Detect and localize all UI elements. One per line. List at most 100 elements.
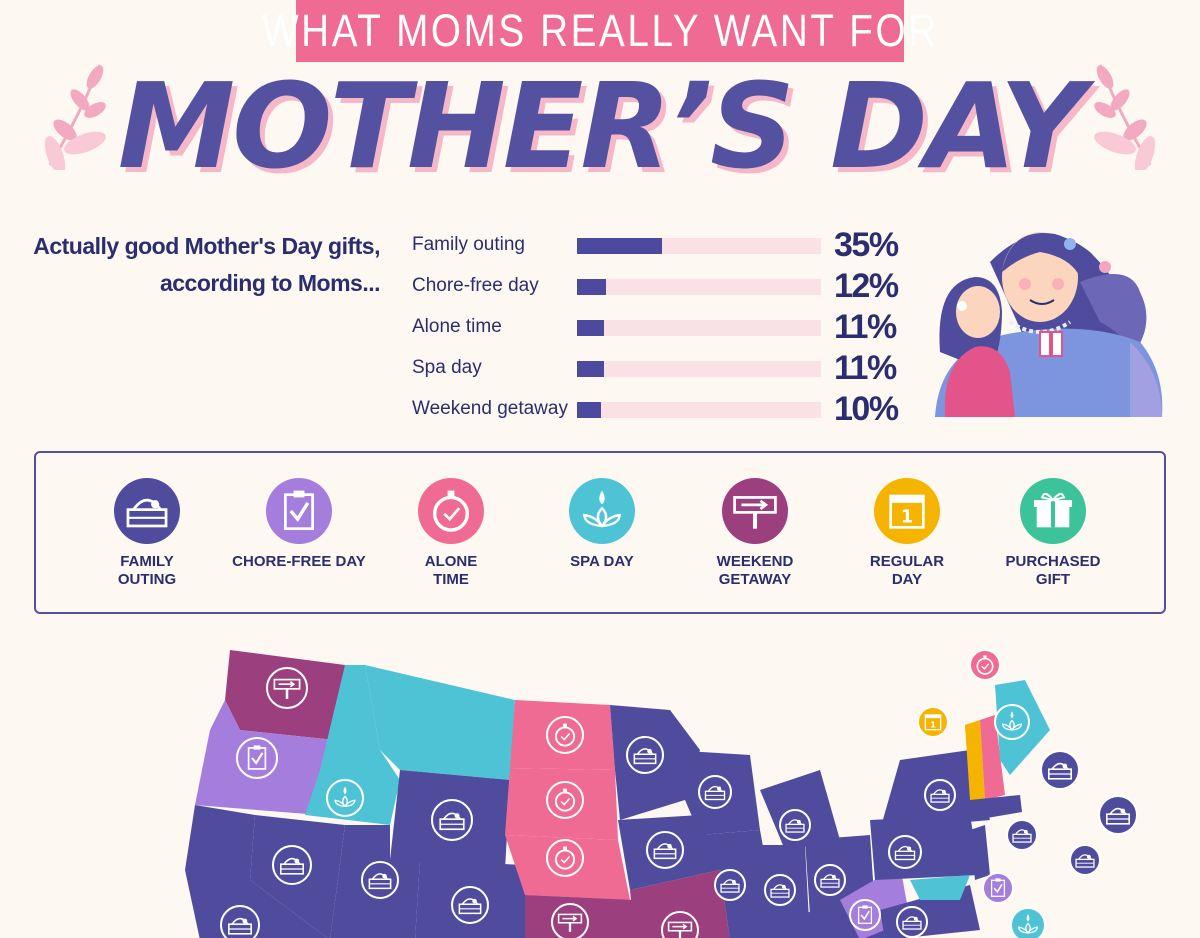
bar-row: Spa day 11% [412,349,912,395]
bar-fill [577,238,663,254]
bar-value-label: 12% [834,267,899,305]
state-new-jersey[interactable] [970,825,990,880]
map-picnic-basket-icon [714,869,746,901]
map-picnic-basket-icon [431,799,473,841]
legend-panel: FAMILY OUTING CHORE-FREE DAY ALONE TIME … [34,451,1166,614]
map-lotus-drop-icon [994,704,1030,740]
bar-track [577,238,821,254]
legend-item: FAMILY OUTING [72,477,222,589]
state-new-hampshire[interactable] [980,715,1005,800]
legend-item: ALONE TIME [376,477,526,589]
legend-label: CHORE-FREE DAY [232,553,366,570]
map-picnic-basket-icon [1006,819,1038,851]
bar-value-label: 35% [834,226,899,264]
bar-value-label: 10% [834,390,899,428]
map-picnic-basket-icon [779,809,811,841]
map-picnic-basket-icon [361,861,399,899]
map-picnic-basket-icon [924,779,956,811]
bar-label: Family outing [412,234,525,255]
legend-item: WEEKEND GETAWAY [680,477,830,589]
bar-fill [577,402,602,418]
map-clipboard-check-icon [982,872,1014,904]
road-sign-icon [722,478,788,544]
map-clipboard-check-icon [849,899,881,931]
map-picnic-basket-icon [220,905,260,938]
lotus-drop-icon [569,478,635,544]
map-picnic-basket-icon [764,874,796,906]
map-picnic-basket-icon [896,906,928,938]
map-picnic-basket-icon [626,736,664,774]
picnic-basket-icon [114,478,180,544]
bar-fill [577,279,607,295]
map-stopwatch-icon [969,649,1001,681]
state-montana[interactable] [365,665,515,780]
bar-fill [577,320,604,336]
map-picnic-basket-icon [1040,750,1080,790]
map-picnic-basket-icon [698,775,732,809]
map-picnic-basket-icon [814,864,846,896]
left-leaf-sprig-icon [44,64,106,170]
map-lotus-drop-icon [1010,907,1046,938]
stopwatch-icon [418,478,484,544]
state-vermont[interactable] [965,720,985,800]
map-picnic-basket-icon [1098,795,1138,835]
bar-label: Chore-free day [412,275,539,296]
svg-text:1: 1 [930,719,936,729]
bar-track [577,402,821,418]
bar-label: Alone time [412,316,502,337]
state-missouri[interactable] [630,870,730,938]
legend-label: FAMILY OUTING [117,553,177,588]
state-idaho[interactable] [305,665,400,825]
map-road-sign-icon [266,667,308,709]
subtitle-line-1: Actually good Mother's Day gifts, [33,233,380,259]
clipboard-check-icon [266,478,332,544]
state-massachusetts[interactable] [970,795,1022,820]
legend-label: WEEKEND GETAWAY [716,553,794,588]
state-maryland[interactable] [910,875,970,900]
state-california[interactable] [185,805,330,938]
map-clipboard-check-icon [236,737,278,779]
map-stopwatch-icon [546,839,584,877]
svg-text:1: 1 [901,508,913,528]
legend-label: REGULAR DAY [869,553,945,588]
bar-track [577,361,821,377]
map-road-sign-icon [551,903,589,938]
page-title-text: MOTHER’S DAY [117,57,1086,195]
legend-item: 1 REGULAR DAY [832,477,982,589]
map-lotus-drop-icon [326,779,364,817]
header-banner: WHAT MOMS REALLY WANT FOR [262,0,936,62]
bar-track [577,279,821,295]
map-stopwatch-icon [546,716,584,754]
bar-row: Alone time 11% [412,308,912,354]
gift-box-icon [1020,478,1086,544]
bar-label: Weekend getaway [412,398,568,419]
legend-label: ALONE TIME [424,553,478,588]
banner-text: WHAT MOMS REALLY WANT FOR [261,5,939,56]
bar-row: Chore-free day 12% [412,267,912,313]
bar-fill [577,361,604,377]
mother-daughter-illustration [935,232,1163,417]
bar-track [577,320,821,336]
legend-label: PURCHASED GIFT [1005,553,1101,588]
map-picnic-basket-icon [646,831,684,869]
bar-row: Family outing 35% [412,226,912,272]
bar-value-label: 11% [834,349,897,387]
chart-subtitle: Actually good Mother's Day gifts, accord… [20,228,380,302]
page-title: MOTHER’S DAY [0,64,1200,189]
map-picnic-basket-icon [272,845,312,885]
right-leaf-sprig-icon [1094,64,1156,170]
bar-value-label: 11% [834,308,897,346]
legend-item: CHORE-FREE DAY [224,477,374,571]
map-calendar-icon: 1 [917,706,949,738]
legend-item: SPA DAY [527,477,677,571]
bar-row: Weekend getaway 10% [412,390,912,436]
map-picnic-basket-icon [888,835,922,869]
legend-label: SPA DAY [570,553,634,570]
bar-label: Spa day [412,357,482,378]
map-road-sign-icon [661,911,699,938]
map-picnic-basket-icon [1069,844,1101,876]
map-picnic-basket-icon [451,886,489,924]
map-stopwatch-icon [546,781,584,819]
subtitle-line-2: according to Moms... [159,270,381,296]
calendar-icon: 1 [874,478,940,544]
